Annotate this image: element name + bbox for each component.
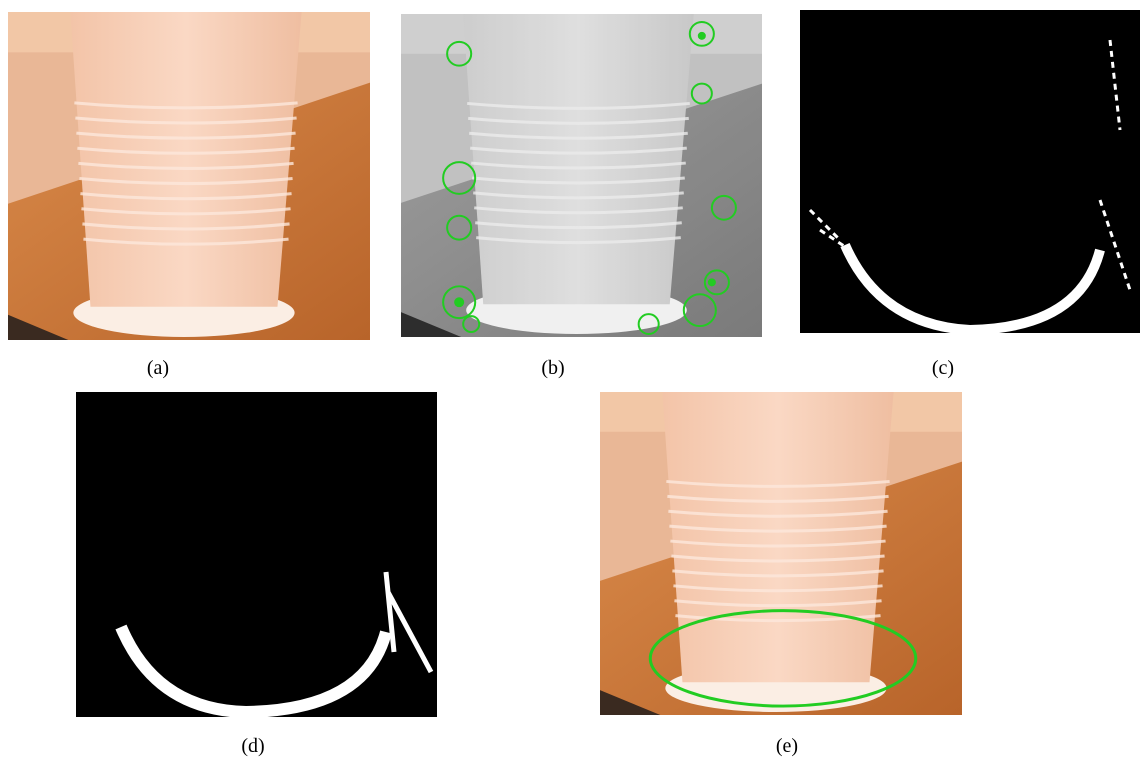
image-d	[76, 392, 437, 717]
image-c	[800, 10, 1140, 333]
panel-label: (b)	[541, 357, 564, 380]
image-b	[401, 14, 762, 337]
panel-label: (d)	[241, 735, 264, 758]
panel-label: (a)	[147, 357, 169, 380]
panel-label: (c)	[932, 357, 954, 380]
image-e	[600, 392, 962, 715]
panel-label: (e)	[776, 735, 798, 758]
image-a	[8, 12, 370, 340]
figure: (a) (b) (c) (d) (e)	[0, 0, 1140, 764]
